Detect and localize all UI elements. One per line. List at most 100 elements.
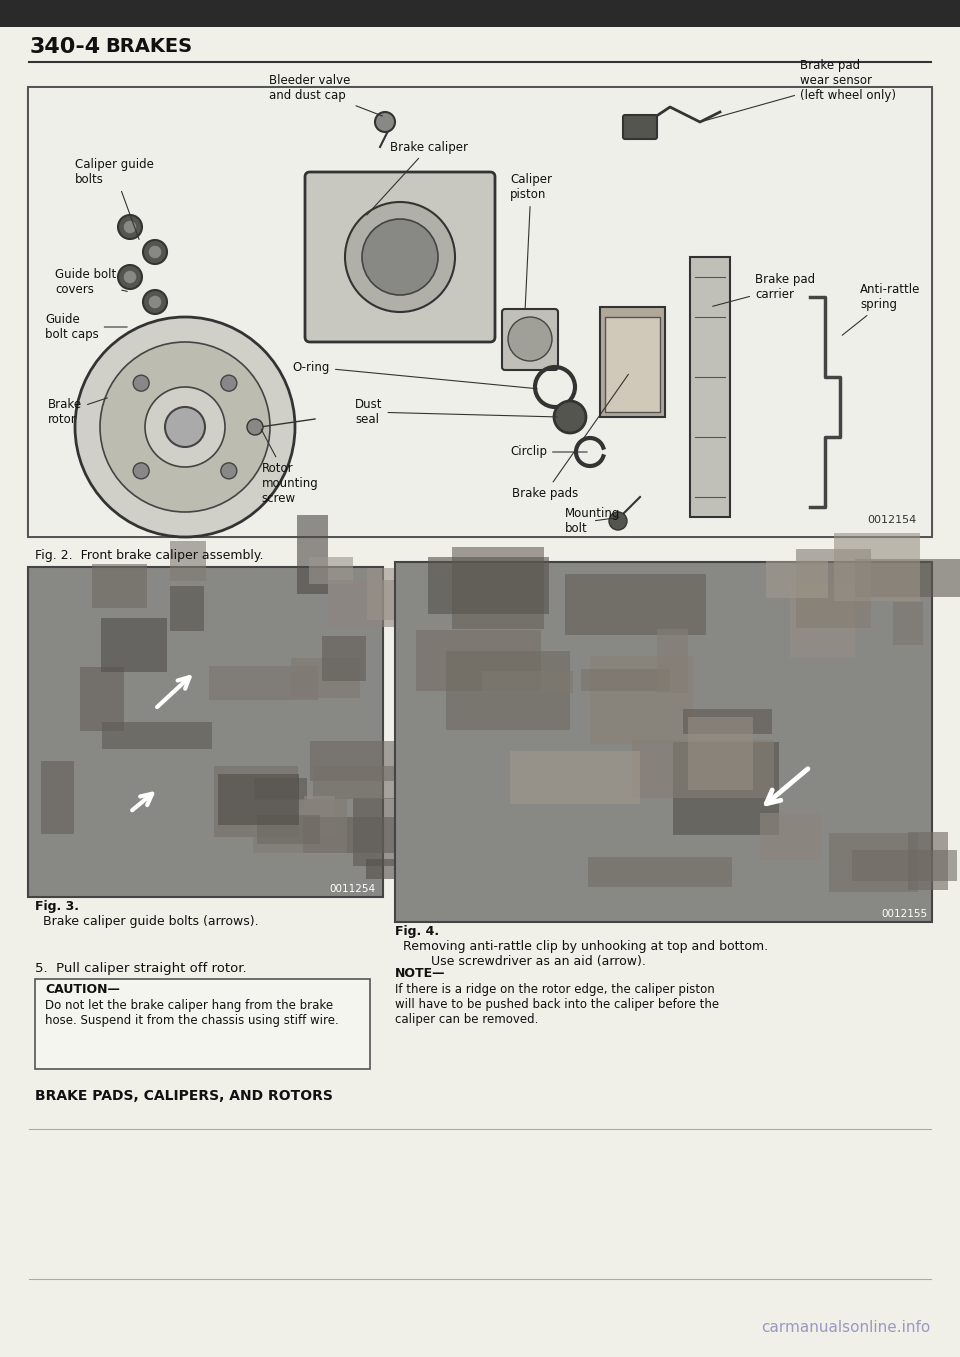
FancyBboxPatch shape: [502, 309, 558, 370]
Text: Caliper guide
bolts: Caliper guide bolts: [75, 157, 154, 239]
Circle shape: [148, 294, 162, 309]
Bar: [590, 655, 693, 744]
Text: Caliper
piston: Caliper piston: [510, 172, 552, 309]
Text: Fig. 3.: Fig. 3.: [35, 900, 79, 913]
Bar: [254, 778, 307, 801]
Text: Guide bolt
covers: Guide bolt covers: [55, 267, 128, 296]
Circle shape: [133, 463, 149, 479]
Circle shape: [143, 290, 167, 313]
Circle shape: [118, 265, 142, 289]
Bar: [257, 816, 320, 844]
Circle shape: [123, 220, 137, 233]
Bar: [446, 651, 570, 730]
Text: BRAKES: BRAKES: [105, 38, 192, 57]
Text: Dust
seal: Dust seal: [355, 398, 557, 426]
Circle shape: [221, 375, 237, 391]
Bar: [683, 708, 772, 734]
Circle shape: [375, 113, 395, 132]
Circle shape: [165, 407, 205, 446]
Text: Rotor
mounting
screw: Rotor mounting screw: [261, 429, 319, 505]
Text: Guide
bolt caps: Guide bolt caps: [45, 313, 128, 341]
Bar: [829, 833, 918, 892]
Circle shape: [133, 375, 149, 391]
Text: O-ring: O-ring: [293, 361, 538, 388]
Bar: [395, 562, 932, 921]
Circle shape: [100, 342, 270, 512]
Bar: [482, 670, 573, 693]
Text: Fig. 2.  Front brake caliper assembly.: Fig. 2. Front brake caliper assembly.: [35, 550, 263, 562]
Bar: [766, 560, 828, 598]
Bar: [908, 832, 948, 890]
Text: 0012155: 0012155: [882, 909, 928, 919]
Bar: [328, 579, 398, 627]
Bar: [510, 750, 640, 803]
Bar: [170, 541, 206, 581]
Bar: [28, 567, 383, 897]
Text: Fig. 4.: Fig. 4.: [395, 925, 439, 938]
Circle shape: [75, 318, 295, 537]
Bar: [588, 858, 732, 887]
Bar: [102, 722, 212, 749]
Bar: [41, 761, 74, 835]
Bar: [416, 630, 541, 691]
FancyBboxPatch shape: [305, 172, 495, 342]
Bar: [80, 668, 124, 731]
Circle shape: [247, 419, 263, 436]
Text: Removing anti-rattle clip by unhooking at top and bottom.
         Use screwdriv: Removing anti-rattle clip by unhooking a…: [395, 940, 768, 968]
Bar: [855, 559, 960, 597]
Text: Circlip: Circlip: [510, 445, 588, 459]
Text: If there is a ridge on the rotor edge, the caliper piston
will have to be pushed: If there is a ridge on the rotor edge, t…: [395, 982, 719, 1026]
Bar: [101, 617, 167, 672]
Text: 0012154: 0012154: [868, 516, 917, 525]
Bar: [303, 817, 410, 854]
Bar: [581, 669, 670, 691]
Text: 5.  Pull caliper straight off rotor.: 5. Pull caliper straight off rotor.: [35, 962, 247, 974]
Bar: [600, 307, 665, 417]
Circle shape: [148, 246, 162, 259]
Bar: [796, 550, 871, 628]
Text: BRAKE PADS, CALIPERS, AND ROTORS: BRAKE PADS, CALIPERS, AND ROTORS: [35, 1090, 333, 1103]
Text: Brake caliper guide bolts (arrows).: Brake caliper guide bolts (arrows).: [35, 915, 258, 928]
Bar: [605, 318, 660, 413]
Bar: [297, 516, 328, 594]
Circle shape: [123, 270, 137, 284]
Text: Anti-rattle
spring: Anti-rattle spring: [842, 284, 921, 335]
Text: CAUTION—: CAUTION—: [45, 982, 120, 996]
Bar: [30, 90, 930, 535]
Circle shape: [145, 387, 225, 467]
Bar: [790, 584, 855, 658]
Bar: [367, 569, 430, 620]
Bar: [673, 742, 779, 835]
Text: Do not let the brake caliper hang from the brake
hose. Suspend it from the chass: Do not let the brake caliper hang from t…: [45, 999, 339, 1027]
Text: NOTE—: NOTE—: [395, 968, 445, 980]
Bar: [852, 849, 957, 881]
Bar: [632, 740, 774, 798]
Bar: [291, 658, 360, 697]
Bar: [322, 636, 366, 681]
Bar: [218, 773, 299, 825]
Text: 340-4: 340-4: [30, 37, 101, 57]
Bar: [688, 716, 753, 790]
Text: carmanualsonline.info: carmanualsonline.info: [760, 1320, 930, 1335]
Bar: [565, 574, 706, 635]
Bar: [366, 859, 483, 879]
Bar: [304, 797, 335, 835]
Circle shape: [118, 214, 142, 239]
Text: Brake pad
wear sensor
(left wheel only): Brake pad wear sensor (left wheel only): [703, 58, 896, 121]
Bar: [313, 765, 402, 799]
Bar: [209, 666, 318, 700]
FancyBboxPatch shape: [623, 115, 657, 138]
Bar: [92, 565, 147, 608]
Bar: [0, 0, 960, 27]
Circle shape: [554, 402, 586, 433]
Circle shape: [345, 202, 455, 312]
Bar: [834, 533, 920, 601]
Bar: [28, 87, 932, 537]
Bar: [310, 741, 411, 782]
Circle shape: [221, 463, 237, 479]
Text: Bleeder valve
and dust cap: Bleeder valve and dust cap: [270, 75, 382, 115]
Circle shape: [362, 218, 438, 294]
Bar: [428, 556, 549, 613]
Bar: [760, 813, 822, 860]
Bar: [309, 556, 353, 584]
